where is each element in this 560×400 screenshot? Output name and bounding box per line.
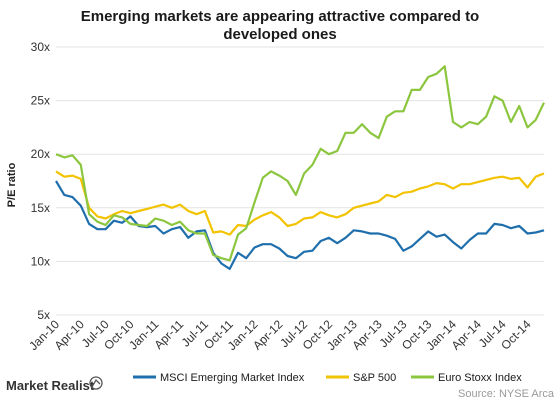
chart-title-line-1: Emerging markets are appearing attractiv… xyxy=(81,8,479,25)
y-tick-label: 10x xyxy=(31,254,50,268)
legend-label-msci: MSCI Emerging Market Index xyxy=(160,372,305,384)
gridlines xyxy=(56,46,544,316)
brand-name: Market Realist xyxy=(6,378,95,393)
y-tick-labels: 5x 10x 15x 20x 25x 30x xyxy=(31,40,50,322)
series-line-eurostoxx xyxy=(55,65,545,262)
legend-label-eurostoxx: Euro Stoxx Index xyxy=(438,372,522,384)
plot-area xyxy=(55,65,545,270)
brand-logo: Market Realist xyxy=(6,376,103,393)
y-axis-label: P/E ratio xyxy=(6,162,18,207)
series-line-sp500 xyxy=(55,170,545,236)
source-note: Source: NYSE Arca xyxy=(458,388,555,400)
y-tick-label: 25x xyxy=(31,94,50,108)
y-tick-label: 30x xyxy=(31,40,50,54)
x-tick-label: Apr-11 xyxy=(151,317,186,352)
legend: MSCI Emerging Market Index S&P 500 Euro … xyxy=(133,372,522,384)
legend-label-sp500: S&P 500 xyxy=(353,372,396,384)
brand-mark-icon xyxy=(89,376,103,390)
y-tick-label: 5x xyxy=(37,308,50,322)
series-line-msci xyxy=(55,180,545,270)
y-tick-label: 15x xyxy=(31,201,50,215)
y-tick-label: 20x xyxy=(31,147,50,161)
chart-title-line-2: developed ones xyxy=(223,26,336,43)
x-tick-labels: Jan-10Apr-10Jul-10Oct-10Jan-11Apr-11Jul-… xyxy=(26,317,534,353)
